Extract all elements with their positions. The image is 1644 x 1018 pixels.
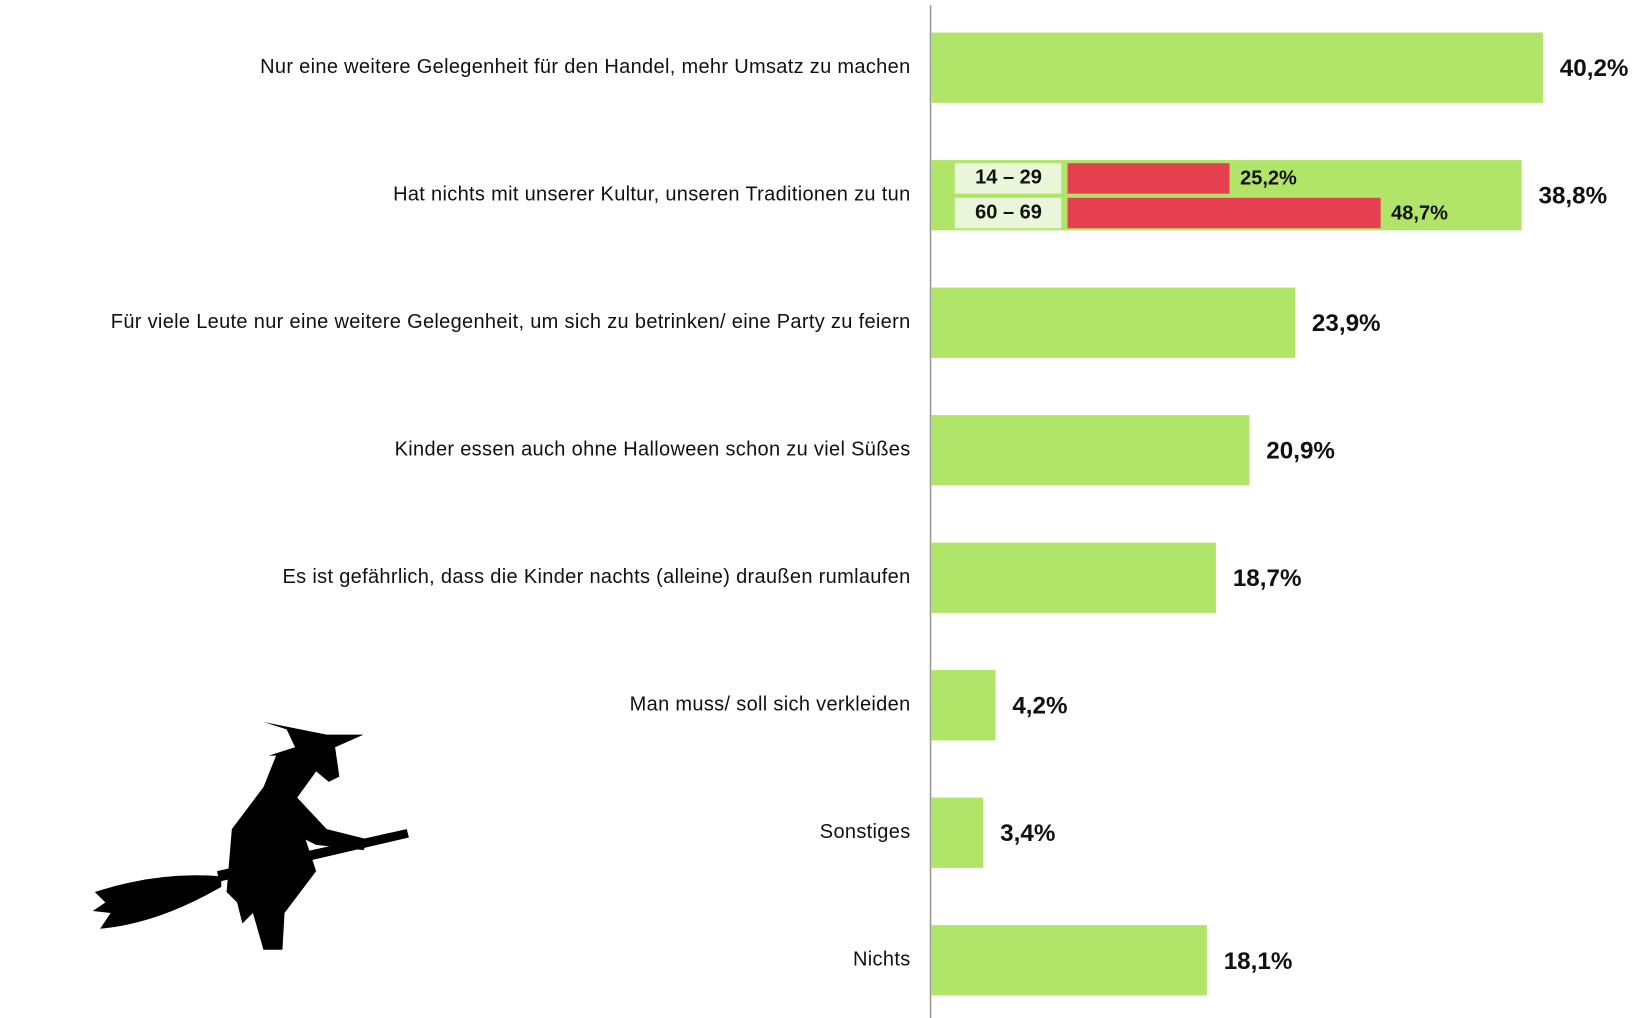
inset-category: 60 – 69 (975, 201, 1042, 223)
inset-bar (1067, 197, 1381, 229)
inset-value-label: 25,2% (1240, 168, 1297, 190)
inset-category: 14 – 29 (975, 167, 1042, 189)
inset-label-box (954, 197, 1062, 229)
category-label: Hat nichts mit unserer Kultur, unseren T… (393, 184, 910, 206)
inset-label-box (954, 163, 1062, 194)
inset-value-label: 48,7% (1391, 202, 1448, 224)
bar (931, 670, 996, 741)
category-label: Nichts (853, 949, 910, 971)
category-label: Für viele Leute nur eine weitere Gelegen… (111, 311, 911, 333)
bar (931, 415, 1250, 486)
value-label: 38,8% (1538, 183, 1607, 210)
bar (931, 797, 984, 868)
value-label: 18,1% (1224, 948, 1293, 975)
witch (92, 722, 409, 950)
value-label: 23,9% (1312, 310, 1381, 337)
value-label: 3,4% (1000, 820, 1055, 847)
value-label: 40,2% (1560, 55, 1629, 82)
bar (931, 542, 1216, 613)
inset-bar (1067, 163, 1230, 194)
bar (931, 32, 1543, 103)
value-label: 4,2% (1012, 693, 1067, 720)
category-label: Nur eine weitere Gelegenheit für den Han… (260, 56, 910, 78)
category-label: Kinder essen auch ohne Halloween schon z… (395, 439, 911, 461)
category-label: Man muss/ soll sich verkleiden (630, 694, 911, 716)
value-label: 18,7% (1233, 565, 1302, 592)
category-label: Sonstiges (820, 821, 911, 843)
value-label: 20,9% (1266, 438, 1335, 465)
bar (931, 925, 1207, 996)
bar (931, 287, 1296, 358)
category-label: Es ist gefährlich, dass die Kinder nacht… (283, 566, 911, 588)
